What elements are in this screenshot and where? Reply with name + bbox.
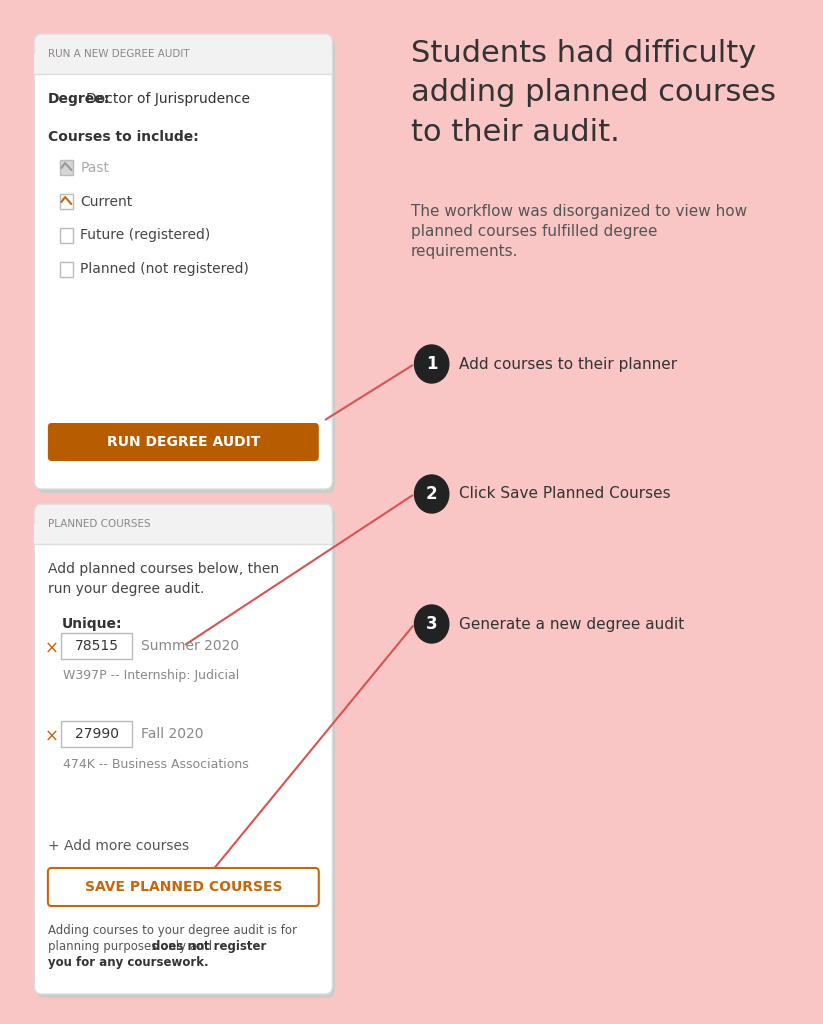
Text: 2: 2 xyxy=(425,485,438,503)
FancyBboxPatch shape xyxy=(35,504,332,544)
Text: Students had difficulty
adding planned courses
to their audit.: Students had difficulty adding planned c… xyxy=(411,39,776,146)
Text: ×: × xyxy=(44,640,58,658)
Text: 78515: 78515 xyxy=(75,639,119,653)
Bar xyxy=(35,524,332,544)
Text: SAVE PLANNED COURSES: SAVE PLANNED COURSES xyxy=(85,880,282,894)
Text: Summer 2020: Summer 2020 xyxy=(141,639,239,653)
Text: Planned (not registered): Planned (not registered) xyxy=(81,262,249,276)
Text: Generate a new degree audit: Generate a new degree audit xyxy=(458,616,684,632)
FancyBboxPatch shape xyxy=(48,423,319,461)
Text: planned courses fulfilled degree: planned courses fulfilled degree xyxy=(411,224,658,239)
Text: Past: Past xyxy=(81,161,109,174)
Text: 3: 3 xyxy=(425,615,438,633)
Text: RUN DEGREE AUDIT: RUN DEGREE AUDIT xyxy=(107,435,260,449)
Bar xyxy=(59,228,73,243)
FancyBboxPatch shape xyxy=(37,38,335,493)
Text: PLANNED COURSES: PLANNED COURSES xyxy=(48,519,151,529)
Text: RUN A NEW DEGREE AUDIT: RUN A NEW DEGREE AUDIT xyxy=(48,49,189,59)
Text: you for any coursework.: you for any coursework. xyxy=(48,956,208,969)
FancyBboxPatch shape xyxy=(35,34,332,74)
Text: W397P -- Internship: Judicial: W397P -- Internship: Judicial xyxy=(63,670,239,683)
Text: does not register: does not register xyxy=(151,940,266,953)
Text: Fall 2020: Fall 2020 xyxy=(141,727,203,741)
Circle shape xyxy=(415,345,449,383)
Text: Doctor of Jurisprudence: Doctor of Jurisprudence xyxy=(86,92,250,106)
Text: Adding courses to your degree audit is for: Adding courses to your degree audit is f… xyxy=(48,924,297,937)
Circle shape xyxy=(415,605,449,643)
Text: requirements.: requirements. xyxy=(411,244,518,259)
Circle shape xyxy=(415,475,449,513)
Bar xyxy=(59,262,73,278)
Text: Future (registered): Future (registered) xyxy=(81,228,211,243)
Text: Add planned courses below, then: Add planned courses below, then xyxy=(48,562,279,575)
Text: 474K -- Business Associations: 474K -- Business Associations xyxy=(63,758,249,770)
Bar xyxy=(62,633,132,659)
Text: The workflow was disorganized to view how: The workflow was disorganized to view ho… xyxy=(411,204,747,219)
Bar xyxy=(35,54,332,74)
Bar xyxy=(62,721,132,746)
FancyBboxPatch shape xyxy=(35,34,332,489)
Text: Click Save Planned Courses: Click Save Planned Courses xyxy=(458,486,671,502)
Text: 1: 1 xyxy=(425,355,437,373)
Text: run your degree audit.: run your degree audit. xyxy=(48,582,204,596)
Bar xyxy=(59,194,73,209)
FancyBboxPatch shape xyxy=(35,504,332,994)
Text: ×: × xyxy=(44,728,58,746)
Text: Degree:: Degree: xyxy=(48,92,110,106)
Text: planning purposes only and: planning purposes only and xyxy=(48,940,216,953)
Text: Unique:: Unique: xyxy=(62,617,122,631)
Text: 27990: 27990 xyxy=(75,727,119,741)
Text: + Add more courses: + Add more courses xyxy=(48,839,189,853)
Text: Courses to include:: Courses to include: xyxy=(48,130,198,144)
FancyBboxPatch shape xyxy=(48,868,319,906)
Text: Add courses to their planner: Add courses to their planner xyxy=(458,356,677,372)
Text: Current: Current xyxy=(81,195,133,209)
FancyBboxPatch shape xyxy=(37,508,335,998)
Bar xyxy=(59,160,73,175)
